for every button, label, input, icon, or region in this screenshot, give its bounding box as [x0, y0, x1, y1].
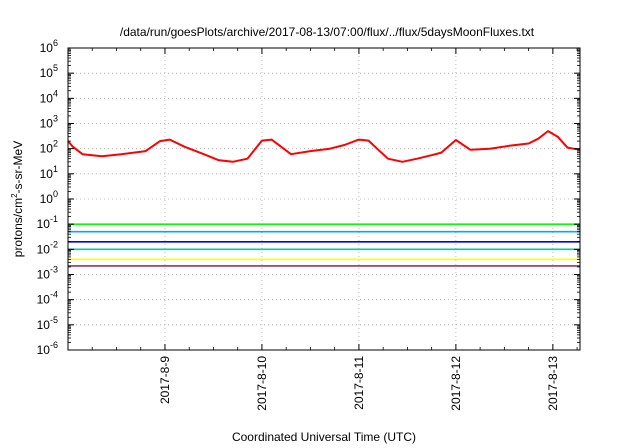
y-tick-label: 103 [40, 114, 58, 131]
x-tick-label: 2017-8-9 [158, 356, 172, 404]
y-tick-label: 104 [40, 88, 58, 105]
y-tick-label: 102 [40, 139, 58, 156]
y-tick-label: 10-2 [37, 239, 58, 256]
y-tick-label: 10-1 [37, 214, 58, 231]
y-tick-label: 101 [40, 164, 58, 181]
x-tick-label: 2017-8-13 [546, 356, 560, 411]
x-axis-label: Coordinated Universal Time (UTC) [232, 430, 416, 444]
y-tick-label: 105 [40, 63, 58, 80]
series-group [67, 130, 581, 267]
y-tick-label: 10-6 [37, 340, 58, 357]
y-tick-label: 106 [40, 38, 58, 55]
series-line-0 [67, 130, 581, 163]
y-tick-label: 10-3 [37, 265, 58, 282]
x-axis: 2017-8-9 2017-8-10 2017-8-11 2017-8-12 2017-… [91, 48, 578, 411]
y-axis-label: protons/cm2-s-sr-MeV [10, 141, 25, 257]
y-tick-label: 10-4 [37, 290, 58, 307]
y-axis-label-superscript: 2 [10, 193, 19, 198]
x-tick-label: 2017-8-11 [352, 356, 366, 410]
x-tick-label: 2017-8-10 [255, 356, 269, 411]
chart-title: /data/run/goesPlots/archive/2017-08-13/0… [120, 25, 535, 39]
y-axis-label-part: -s-sr-MeV [11, 141, 25, 194]
y-tick-label: 10-5 [37, 315, 58, 332]
y-axis-label-part: protons/cm [11, 198, 25, 257]
y-tick-label: 100 [40, 189, 58, 206]
y-axis: 106 105 104 103 102 101 100 10-1 10-2 10-3 10-4 10-… [37, 38, 580, 357]
grid [68, 48, 580, 350]
x-tick-label: 2017-8-12 [449, 356, 463, 411]
